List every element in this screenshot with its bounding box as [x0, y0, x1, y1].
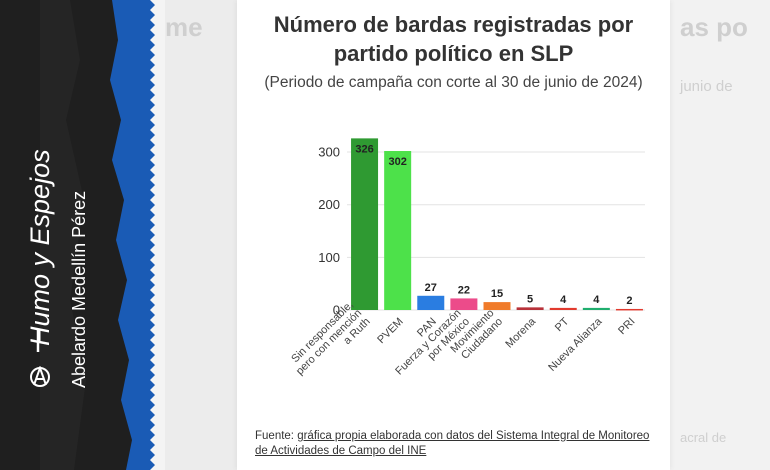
- y-tick-label-1: 100: [318, 250, 340, 265]
- source-note: Fuente: gráfica propia elaborada con dat…: [255, 429, 655, 459]
- banner-background: [0, 0, 165, 470]
- bar-8: [615, 308, 643, 311]
- bar-0: [351, 138, 379, 310]
- chart-title: Número de bardas registradas por partido…: [273, 12, 634, 66]
- bar-1: [384, 151, 412, 310]
- data-label-7: 4: [593, 294, 600, 306]
- background-ghost-left: me: [165, 12, 203, 42]
- author-name: Abelardo Medellín Pérez: [69, 190, 89, 388]
- column-banner: Humo y Espejos Abelardo Medellín Pérez: [0, 0, 165, 470]
- chart-card: Número de bardas registradas por partido…: [237, 0, 670, 470]
- bar-7: [582, 307, 610, 310]
- data-label-4: 15: [491, 288, 503, 300]
- data-label-8: 2: [626, 295, 632, 307]
- source-prefix: Fuente:: [255, 430, 298, 442]
- data-label-5: 5: [527, 293, 533, 305]
- y-tick-label-3: 300: [318, 145, 340, 160]
- y-tick-label-0: 0: [333, 303, 340, 318]
- x-tick-label-0: Sin responsable,pero con mencióna Ruth: [285, 299, 372, 386]
- x-tick-label-8: PRI: [616, 316, 637, 337]
- anarchy-icon: [30, 366, 50, 387]
- column-name: Humo y Espejos: [25, 149, 55, 346]
- bar-2: [417, 295, 445, 310]
- data-label-1: 302: [388, 156, 406, 168]
- data-label-6: 4: [560, 294, 567, 306]
- bar-4: [483, 302, 511, 310]
- background-ghost-right: as po junio de acral de: [670, 0, 770, 470]
- chart-subtitle: (Periodo de campaña con corte al 30 de j…: [264, 74, 643, 91]
- bar-chart: 0 100 200 300 326 Sin responsable,pero con me…: [285, 138, 645, 386]
- bar-3: [450, 298, 478, 310]
- y-tick-label-2: 200: [318, 197, 340, 212]
- x-tick-label-6: PT: [553, 315, 572, 334]
- bar-6: [549, 307, 577, 310]
- data-label-2: 27: [425, 282, 437, 294]
- x-tick-label-5: Morena: [503, 315, 538, 350]
- x-tick-label-1: PVEM: [375, 316, 406, 347]
- data-label-3: 22: [458, 284, 470, 296]
- data-label-0: 326: [355, 143, 373, 155]
- source-link[interactable]: gráfica propia elaborada con datos del S…: [255, 430, 650, 457]
- bar-5: [516, 307, 544, 310]
